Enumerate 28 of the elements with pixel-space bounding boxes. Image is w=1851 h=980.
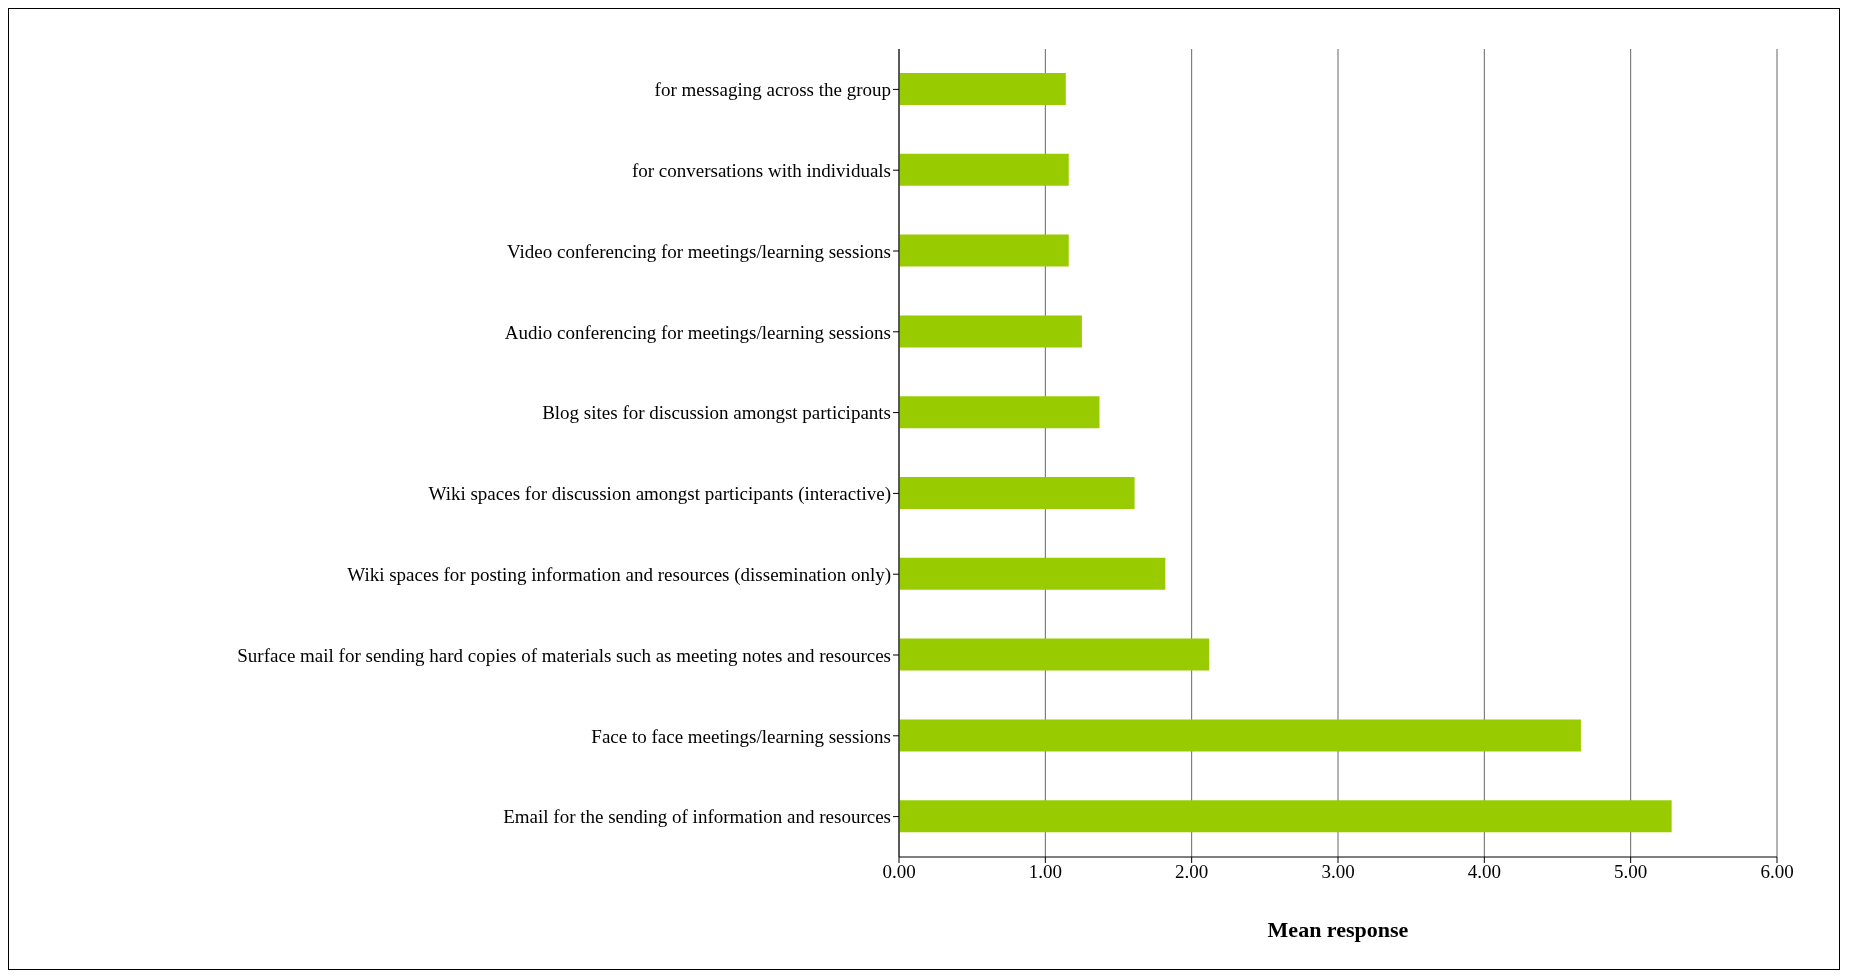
y-tick-label: Wiki spaces for discussion amongst participants (interactive)	[428, 483, 891, 506]
bar	[899, 800, 1672, 833]
bar	[899, 73, 1066, 105]
y-tick-label: Email for the sending of information and resources	[503, 806, 891, 828]
x-tick-label: 3.00	[1321, 861, 1355, 883]
x-tick-label: 5.00	[1614, 861, 1648, 883]
x-tick-label: 4.00	[1467, 861, 1501, 883]
bar	[899, 234, 1069, 267]
y-tick-label: for conversations with individuals	[631, 159, 891, 181]
bar	[899, 315, 1082, 348]
bar	[899, 153, 1069, 186]
bar	[899, 557, 1166, 590]
bar	[899, 638, 1210, 671]
x-tick-label: 0.00	[882, 861, 916, 883]
bar	[899, 477, 1135, 509]
x-tick-label: 2.00	[1175, 861, 1209, 883]
bar	[899, 719, 1581, 752]
y-tick-label: Audio conferencing for meetings/learning sessions	[504, 321, 891, 343]
y-tick-label: for messaging across the group	[654, 79, 891, 101]
y-tick-label: Surface mail for sending hard copies of materials such as meeting notes and resources	[237, 644, 891, 666]
x-tick-label: 1.00	[1028, 861, 1062, 883]
y-tick-label: Wiki spaces for posting information and resources (dissemination only)	[347, 563, 891, 586]
x-axis-title: Mean response	[1267, 917, 1409, 942]
bar	[899, 396, 1100, 429]
x-tick-label: 6.00	[1760, 861, 1794, 883]
y-tick-label: Video conferencing for meetings/learning sessions	[506, 240, 891, 262]
y-tick-label: Blog sites for discussion amongst participants	[542, 402, 891, 424]
y-tick-label: Face to face meetings/learning sessions	[591, 725, 891, 747]
